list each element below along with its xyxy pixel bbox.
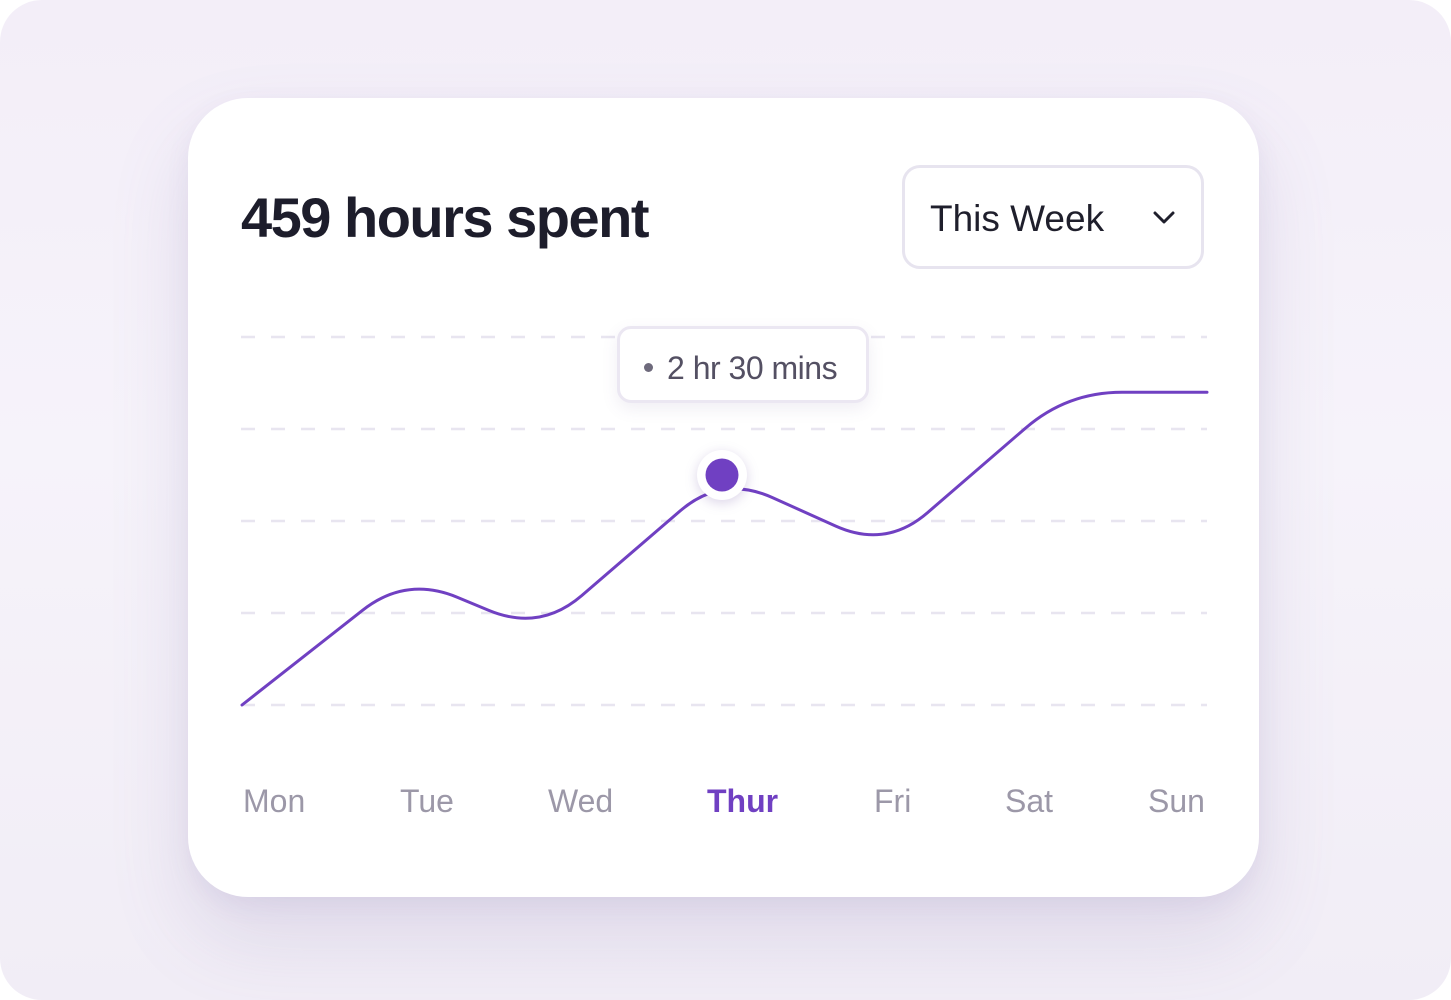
card-title: 459 hours spent (241, 186, 649, 249)
x-tick-label: Tue (400, 783, 454, 819)
tooltip-bullet (644, 363, 653, 372)
period-dropdown-value: This Week (930, 198, 1105, 239)
value-tooltip: 2 hr 30 mins (617, 326, 869, 403)
x-tick-label: Wed (548, 783, 614, 819)
x-tick-label: Thur (707, 783, 779, 819)
tooltip-text: 2 hr 30 mins (667, 350, 838, 386)
chevron-down-icon (1153, 211, 1175, 224)
x-tick-label: Sun (1148, 783, 1205, 819)
series-line-hours (240, 390, 1209, 707)
x-tick-label: Fri (874, 783, 912, 819)
period-dropdown[interactable]: This Week (902, 165, 1204, 269)
x-tick-label: Sat (1005, 783, 1054, 819)
highlight-point[interactable] (705, 458, 739, 492)
x-tick-label: Mon (243, 783, 306, 819)
chart-points (697, 450, 747, 500)
